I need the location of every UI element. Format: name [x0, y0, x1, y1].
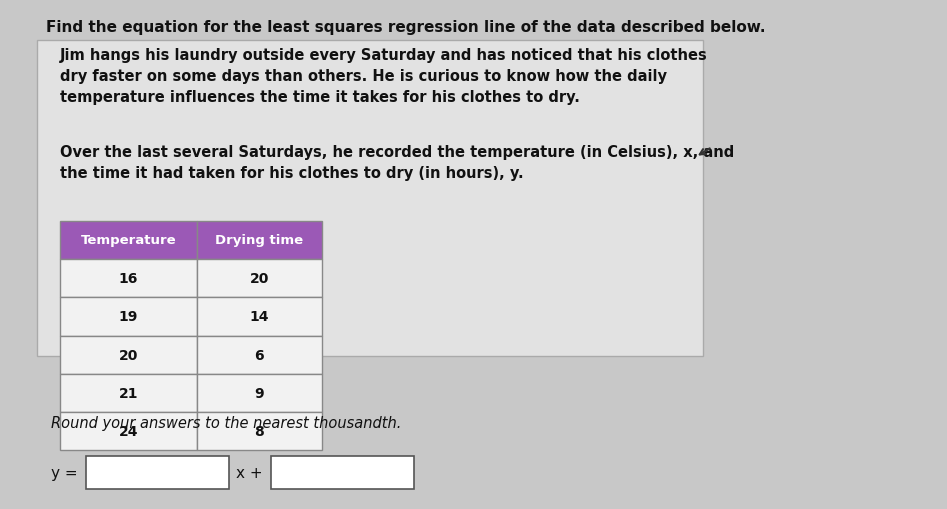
FancyBboxPatch shape [271, 456, 414, 489]
FancyBboxPatch shape [60, 221, 197, 260]
Text: 20: 20 [250, 272, 269, 286]
Text: 21: 21 [118, 386, 138, 400]
Text: 14: 14 [250, 310, 269, 324]
Text: y =: y = [51, 465, 78, 480]
Text: 16: 16 [119, 272, 138, 286]
FancyBboxPatch shape [60, 298, 197, 336]
FancyBboxPatch shape [197, 374, 322, 412]
Text: 24: 24 [118, 425, 138, 438]
Text: Over the last several Saturdays, he recorded the temperature (in Celsius), x, an: Over the last several Saturdays, he reco… [60, 145, 734, 181]
FancyBboxPatch shape [37, 41, 703, 356]
Text: Jim hangs his laundry outside every Saturday and has noticed that his clothes
dr: Jim hangs his laundry outside every Satu… [60, 48, 707, 105]
FancyBboxPatch shape [197, 221, 322, 260]
Text: Round your answers to the nearest thousandth.: Round your answers to the nearest thousa… [51, 415, 402, 430]
Text: Drying time: Drying time [215, 234, 303, 247]
Text: 8: 8 [255, 425, 264, 438]
Text: 9: 9 [255, 386, 264, 400]
FancyBboxPatch shape [86, 456, 229, 489]
FancyBboxPatch shape [60, 260, 197, 298]
FancyBboxPatch shape [197, 260, 322, 298]
Text: 20: 20 [119, 348, 138, 362]
Text: 6: 6 [255, 348, 264, 362]
FancyBboxPatch shape [197, 412, 322, 450]
Text: Find the equation for the least squares regression line of the data described be: Find the equation for the least squares … [46, 20, 766, 35]
Text: 19: 19 [119, 310, 138, 324]
FancyBboxPatch shape [60, 374, 197, 412]
FancyBboxPatch shape [60, 412, 197, 450]
Text: x +: x + [236, 465, 262, 480]
FancyBboxPatch shape [197, 336, 322, 374]
FancyBboxPatch shape [197, 298, 322, 336]
Text: Temperature: Temperature [80, 234, 176, 247]
FancyBboxPatch shape [60, 336, 197, 374]
